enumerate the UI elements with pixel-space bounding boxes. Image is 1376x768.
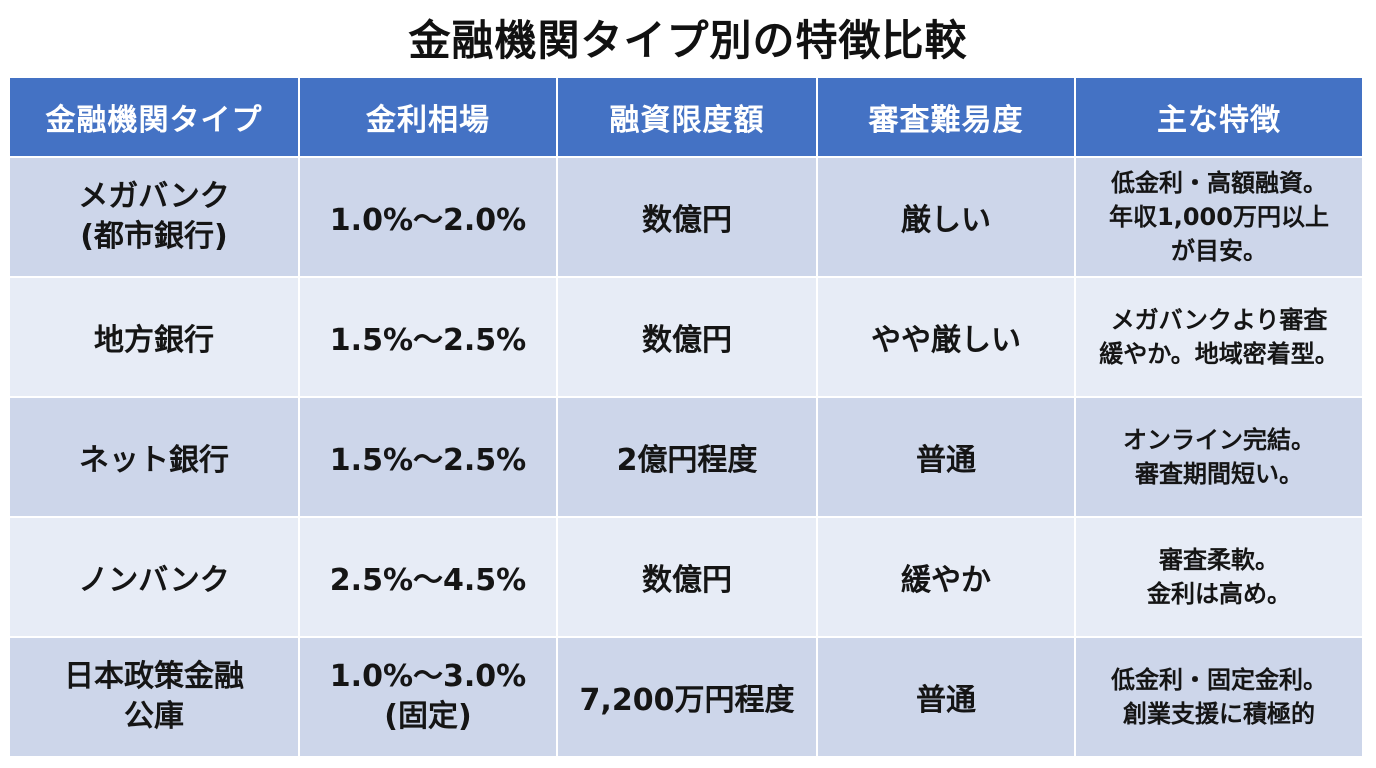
cell-interest-rate: 1.5%〜2.5%: [300, 278, 558, 398]
page-title: 金融機関タイプ別の特徴比較: [408, 16, 968, 65]
cell-loan-limit: 数億円: [558, 278, 818, 398]
cell-institution-type: メガバンク (都市銀行): [10, 158, 300, 278]
cell-line: 1.5%〜2.5%: [329, 323, 527, 358]
header-loan-limit: 融資限度額: [558, 78, 818, 158]
table-row: ネット銀行 1.5%〜2.5% 2億円程度 普通 オンライン完結。 審査期間短い…: [10, 398, 1364, 518]
table-row: メガバンク (都市銀行) 1.0%〜2.0% 数億円 厳しい 低金利・高額融資。…: [10, 158, 1364, 278]
table-header-row: 金融機関タイプ 金利相場 融資限度額 審査難易度 主な特徴: [10, 78, 1364, 158]
comparison-table-container: 金融機関タイプ 金利相場 融資限度額 審査難易度 主な特徴 メガバンク (都市銀…: [10, 78, 1364, 758]
header-institution-type: 金融機関タイプ: [10, 78, 300, 158]
cell-screening-difficulty: 普通: [818, 398, 1076, 518]
cell-loan-limit: 数億円: [558, 518, 818, 638]
cell-screening-difficulty: やや厳しい: [818, 278, 1076, 398]
cell-interest-rate: 1.0%〜2.0%: [300, 158, 558, 278]
cell-interest-rate: 1.0%〜3.0% (固定): [300, 638, 558, 758]
cell-main-features: 低金利・固定金利。 創業支援に積極的: [1076, 638, 1364, 758]
cell-line: 日本政策金融: [64, 659, 244, 694]
comparison-table: 金融機関タイプ 金利相場 融資限度額 審査難易度 主な特徴 メガバンク (都市銀…: [10, 78, 1364, 758]
cell-institution-type: 日本政策金融 公庫: [10, 638, 300, 758]
cell-line: 低金利・固定金利。: [1111, 666, 1327, 694]
cell-screening-difficulty: 厳しい: [818, 158, 1076, 278]
cell-main-features: 審査柔軟。 金利は高め。: [1076, 518, 1364, 638]
cell-line: 緩やか。地域密着型。: [1099, 340, 1339, 368]
cell-main-features: オンライン完結。 審査期間短い。: [1076, 398, 1364, 518]
cell-screening-difficulty: 緩やか: [818, 518, 1076, 638]
header-screening-difficulty: 審査難易度: [818, 78, 1076, 158]
cell-line: 審査柔軟。: [1159, 546, 1279, 574]
header-interest-rate: 金利相場: [300, 78, 558, 158]
cell-institution-type: ノンバンク: [10, 518, 300, 638]
cell-loan-limit: 7,200万円程度: [558, 638, 818, 758]
cell-line: 低金利・高額融資。: [1111, 169, 1327, 197]
cell-institution-type: ネット銀行: [10, 398, 300, 518]
cell-interest-rate: 2.5%〜4.5%: [300, 518, 558, 638]
cell-line: 地方銀行: [94, 323, 214, 358]
cell-interest-rate: 1.5%〜2.5%: [300, 398, 558, 518]
header-main-features: 主な特徴: [1076, 78, 1364, 158]
cell-line: メガバンク: [78, 179, 230, 214]
cell-line: 公庫: [124, 699, 184, 734]
cell-line: 金利は高め。: [1147, 580, 1291, 608]
cell-line: 創業支援に積極的: [1123, 700, 1315, 728]
cell-screening-difficulty: 普通: [818, 638, 1076, 758]
cell-main-features: メガバンクより審査 緩やか。地域密着型。: [1076, 278, 1364, 398]
cell-line: 1.0%〜3.0%: [329, 659, 527, 694]
cell-line: 1.5%〜2.5%: [329, 443, 527, 478]
cell-line: 審査期間短い。: [1135, 460, 1303, 488]
cell-line: 1.0%〜2.0%: [329, 203, 527, 238]
cell-line: (固定): [384, 699, 472, 734]
cell-line: メガバンクより審査: [1110, 306, 1328, 334]
cell-line: オンライン完結。: [1123, 426, 1315, 454]
table-row: 日本政策金融 公庫 1.0%〜3.0% (固定) 7,200万円程度 普通 低金…: [10, 638, 1364, 758]
cell-line: ノンバンク: [78, 563, 230, 598]
cell-loan-limit: 2億円程度: [558, 398, 818, 518]
table-row: 地方銀行 1.5%〜2.5% 数億円 やや厳しい メガバンクより審査 緩やか。地…: [10, 278, 1364, 398]
cell-loan-limit: 数億円: [558, 158, 818, 278]
cell-institution-type: 地方銀行: [10, 278, 300, 398]
cell-line: が目安。: [1171, 237, 1267, 265]
cell-line: 2.5%〜4.5%: [329, 563, 527, 598]
cell-main-features: 低金利・高額融資。 年収1,000万円以上 が目安。: [1076, 158, 1364, 278]
table-row: ノンバンク 2.5%〜4.5% 数億円 緩やか 審査柔軟。 金利は高め。: [10, 518, 1364, 638]
cell-line: ネット銀行: [79, 443, 229, 478]
cell-line: 年収1,000万円以上: [1109, 203, 1329, 231]
cell-line: (都市銀行): [80, 219, 228, 254]
